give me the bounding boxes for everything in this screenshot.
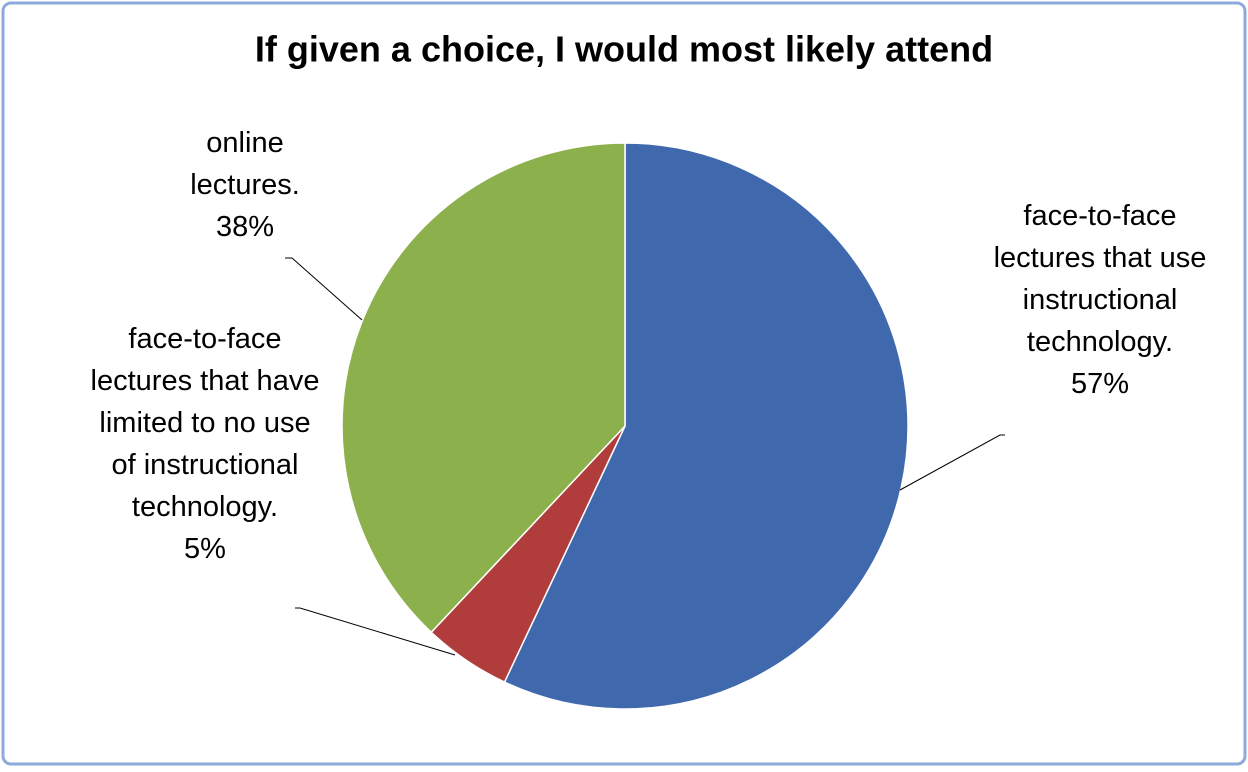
leader-line — [899, 434, 1005, 491]
data-label-box: online lectures. 38% — [160, 122, 330, 248]
pie-slice — [341, 142, 626, 634]
data-label-box: face-to-face lectures that use instructi… — [985, 195, 1215, 405]
data-label: face-to-face lectures that use instructi… — [985, 195, 1215, 405]
category-label: online lectures. — [190, 127, 300, 202]
value-label: 5% — [184, 533, 226, 566]
data-label: face-to-face lectures that have limited … — [90, 318, 320, 570]
leader-line — [285, 257, 363, 321]
leader-line — [295, 607, 456, 656]
chart-title: If given a choice, I would most likely a… — [255, 29, 993, 70]
pie-slice — [503, 142, 909, 710]
value-label: 38% — [215, 211, 275, 244]
data-label-box: face-to-face lectures that have limited … — [90, 318, 320, 570]
value-label: 57% — [1070, 368, 1130, 401]
category-label: face-to-face lectures that have limited … — [90, 323, 320, 524]
data-label: online lectures. 38% — [160, 122, 330, 248]
category-label: face-to-face lectures that use instructi… — [993, 200, 1207, 359]
pie — [341, 142, 909, 710]
